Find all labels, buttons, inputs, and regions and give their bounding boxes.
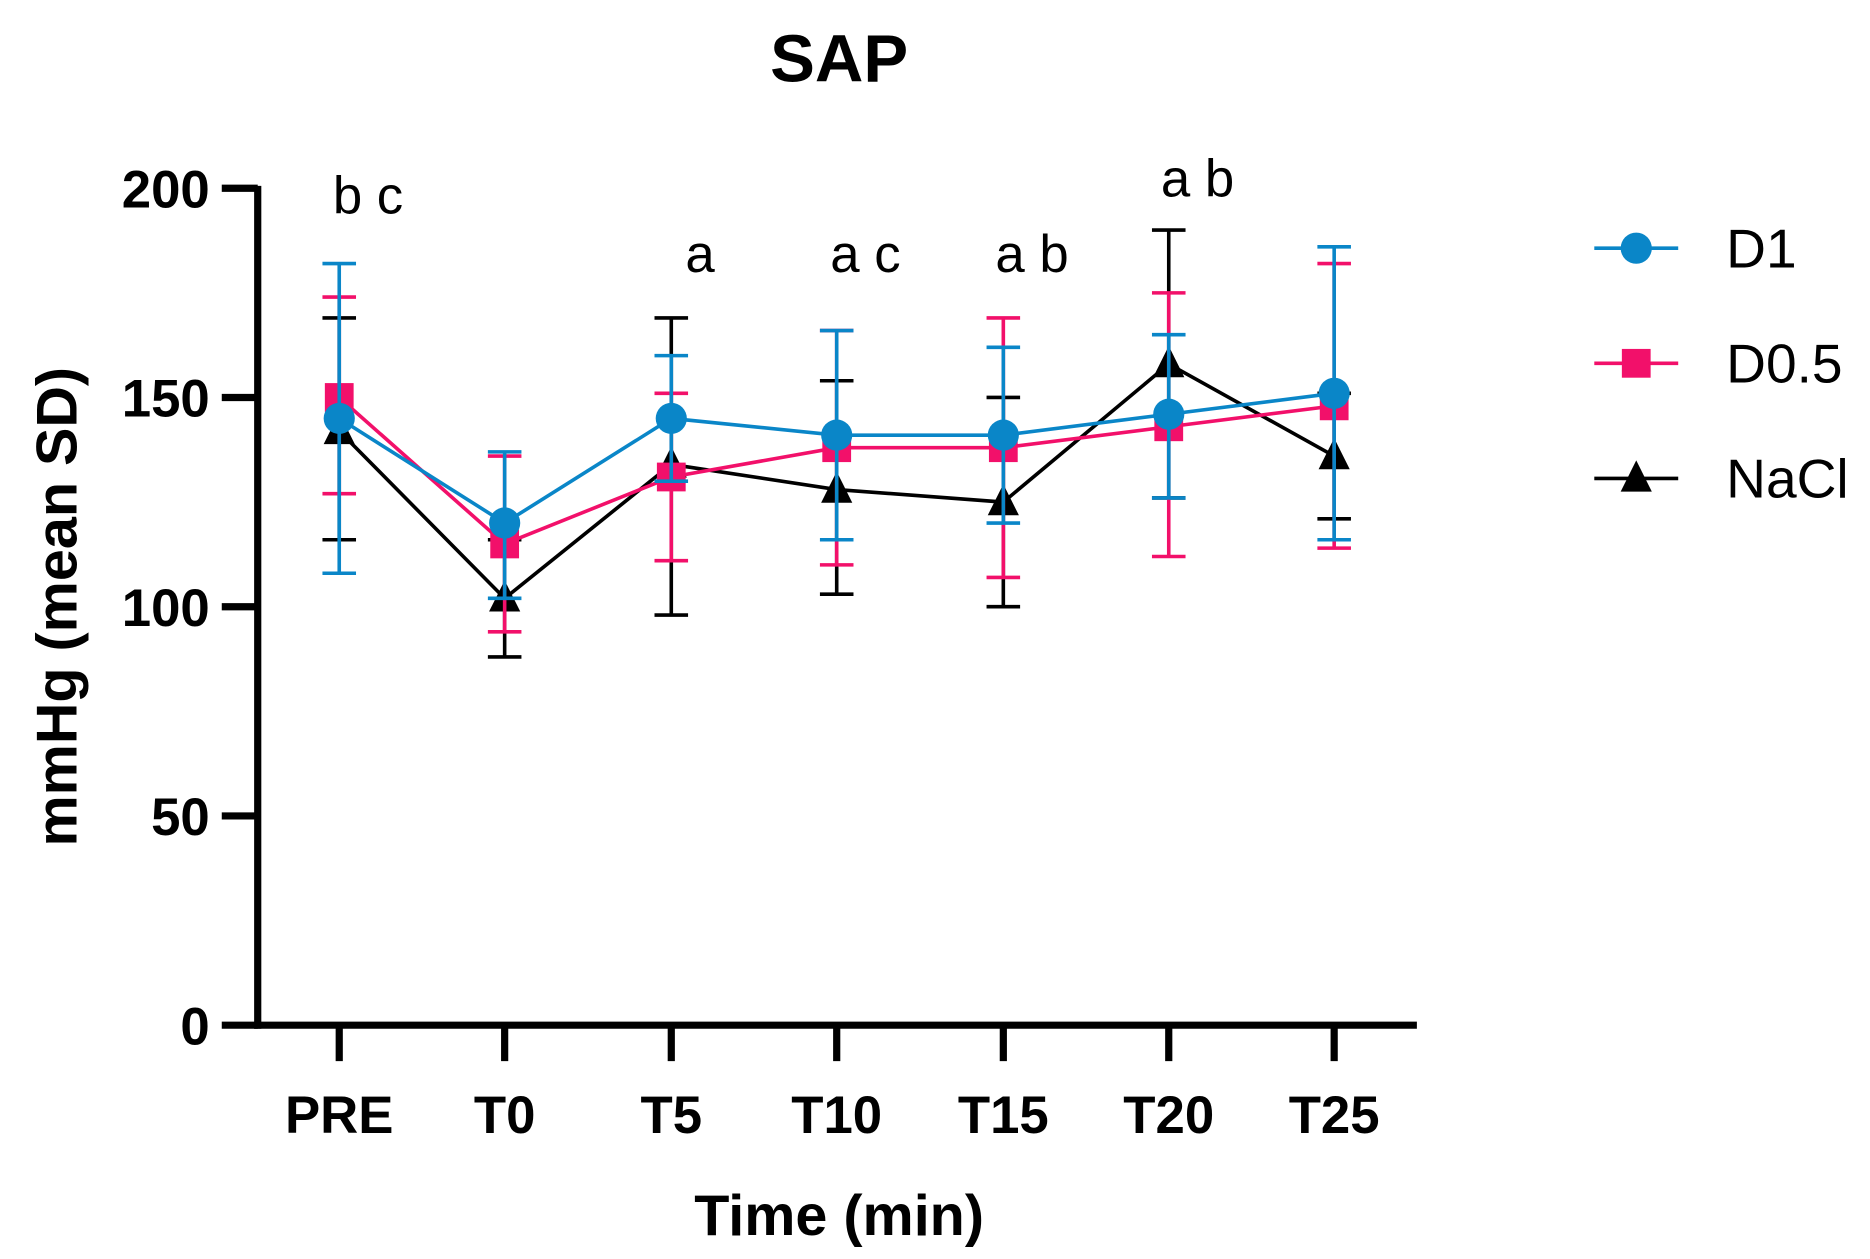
legend-item: NaCl	[1594, 448, 1849, 510]
significance-annotation: a b	[995, 225, 1068, 284]
x-tick-label: PRE	[285, 1086, 393, 1145]
significance-annotation: a b	[1161, 150, 1234, 209]
y-tick-label: 200	[122, 160, 210, 219]
data-point	[821, 419, 853, 451]
significance-annotation: a c	[830, 225, 900, 284]
chart-title: SAP	[770, 22, 908, 97]
data-point	[1153, 398, 1185, 430]
series-d1	[322, 245, 1351, 601]
legend-marker	[1620, 460, 1652, 492]
legend-marker	[1621, 348, 1651, 378]
legend-item: D1	[1594, 217, 1797, 279]
legend-marker	[1620, 232, 1652, 264]
x-tick-label: T25	[1289, 1086, 1380, 1145]
data-point	[489, 507, 521, 539]
data-point	[987, 419, 1019, 451]
x-tick-label: T5	[641, 1086, 703, 1145]
x-tick-label: T15	[958, 1086, 1049, 1145]
data-point	[1318, 377, 1350, 409]
x-tick-label: T10	[791, 1086, 882, 1145]
y-axis-label: mmHg (mean SD)	[26, 367, 90, 847]
legend-item: D0.5	[1594, 332, 1843, 394]
x-tick-label: T20	[1123, 1086, 1214, 1145]
significance-annotation: b c	[333, 166, 403, 225]
y-tick-label: 100	[122, 579, 210, 638]
data-point	[323, 402, 355, 434]
x-tick-label: T0	[474, 1086, 536, 1145]
legend-label: D1	[1726, 217, 1796, 279]
y-tick-label: 0	[180, 997, 209, 1056]
legend-label: D0.5	[1726, 332, 1842, 394]
legend-label: NaCl	[1726, 448, 1849, 510]
significance-annotation: a	[685, 225, 715, 284]
y-tick-label: 150	[122, 370, 210, 429]
data-point	[655, 402, 687, 434]
x-axis-label: Time (min)	[694, 1184, 984, 1248]
y-tick-label: 50	[151, 788, 210, 847]
